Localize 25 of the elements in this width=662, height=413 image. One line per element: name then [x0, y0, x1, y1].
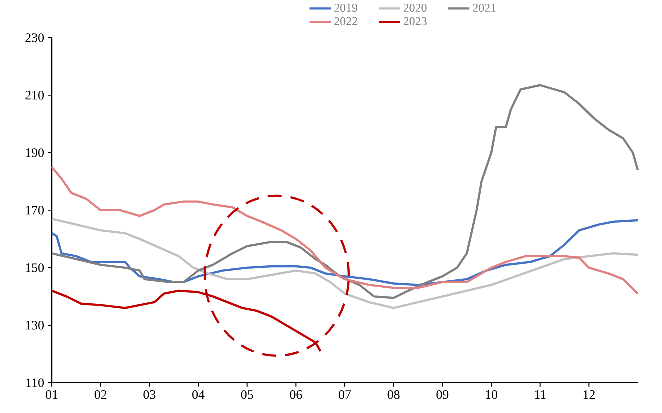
x-tick-label: 01: [46, 390, 58, 400]
y-tick-label: 130: [26, 321, 44, 330]
x-tick-label: 03: [144, 390, 156, 400]
legend-label: 2023: [404, 17, 427, 26]
x-tick-label: 04: [192, 390, 205, 400]
line-series: [50, 219, 640, 286]
x-tick-label: 05: [241, 390, 254, 400]
x-tick-label: 09: [436, 390, 449, 400]
x-tick-label: 11: [535, 390, 546, 400]
legend-label: 2020: [404, 4, 427, 12]
y-tick-label: 170: [26, 206, 44, 215]
y-tick-label: 150: [26, 264, 44, 272]
legend-label: 2019: [334, 4, 358, 12]
x-tick-label: 12: [584, 390, 595, 400]
legend-label: 2022: [334, 17, 358, 26]
y-tick-label: 110: [26, 378, 44, 388]
y-tick-label: 190: [26, 148, 44, 158]
x-tick-label: 06: [290, 390, 302, 400]
legend-label: 2021: [473, 4, 496, 12]
x-tick-label: 10: [486, 390, 498, 400]
y-tick-label: 230: [26, 34, 44, 42]
x-tick-label: 02: [94, 390, 107, 400]
x-tick-label: 08: [388, 390, 400, 400]
x-tick-label: 07: [339, 390, 352, 400]
y-tick-label: 210: [26, 91, 44, 100]
